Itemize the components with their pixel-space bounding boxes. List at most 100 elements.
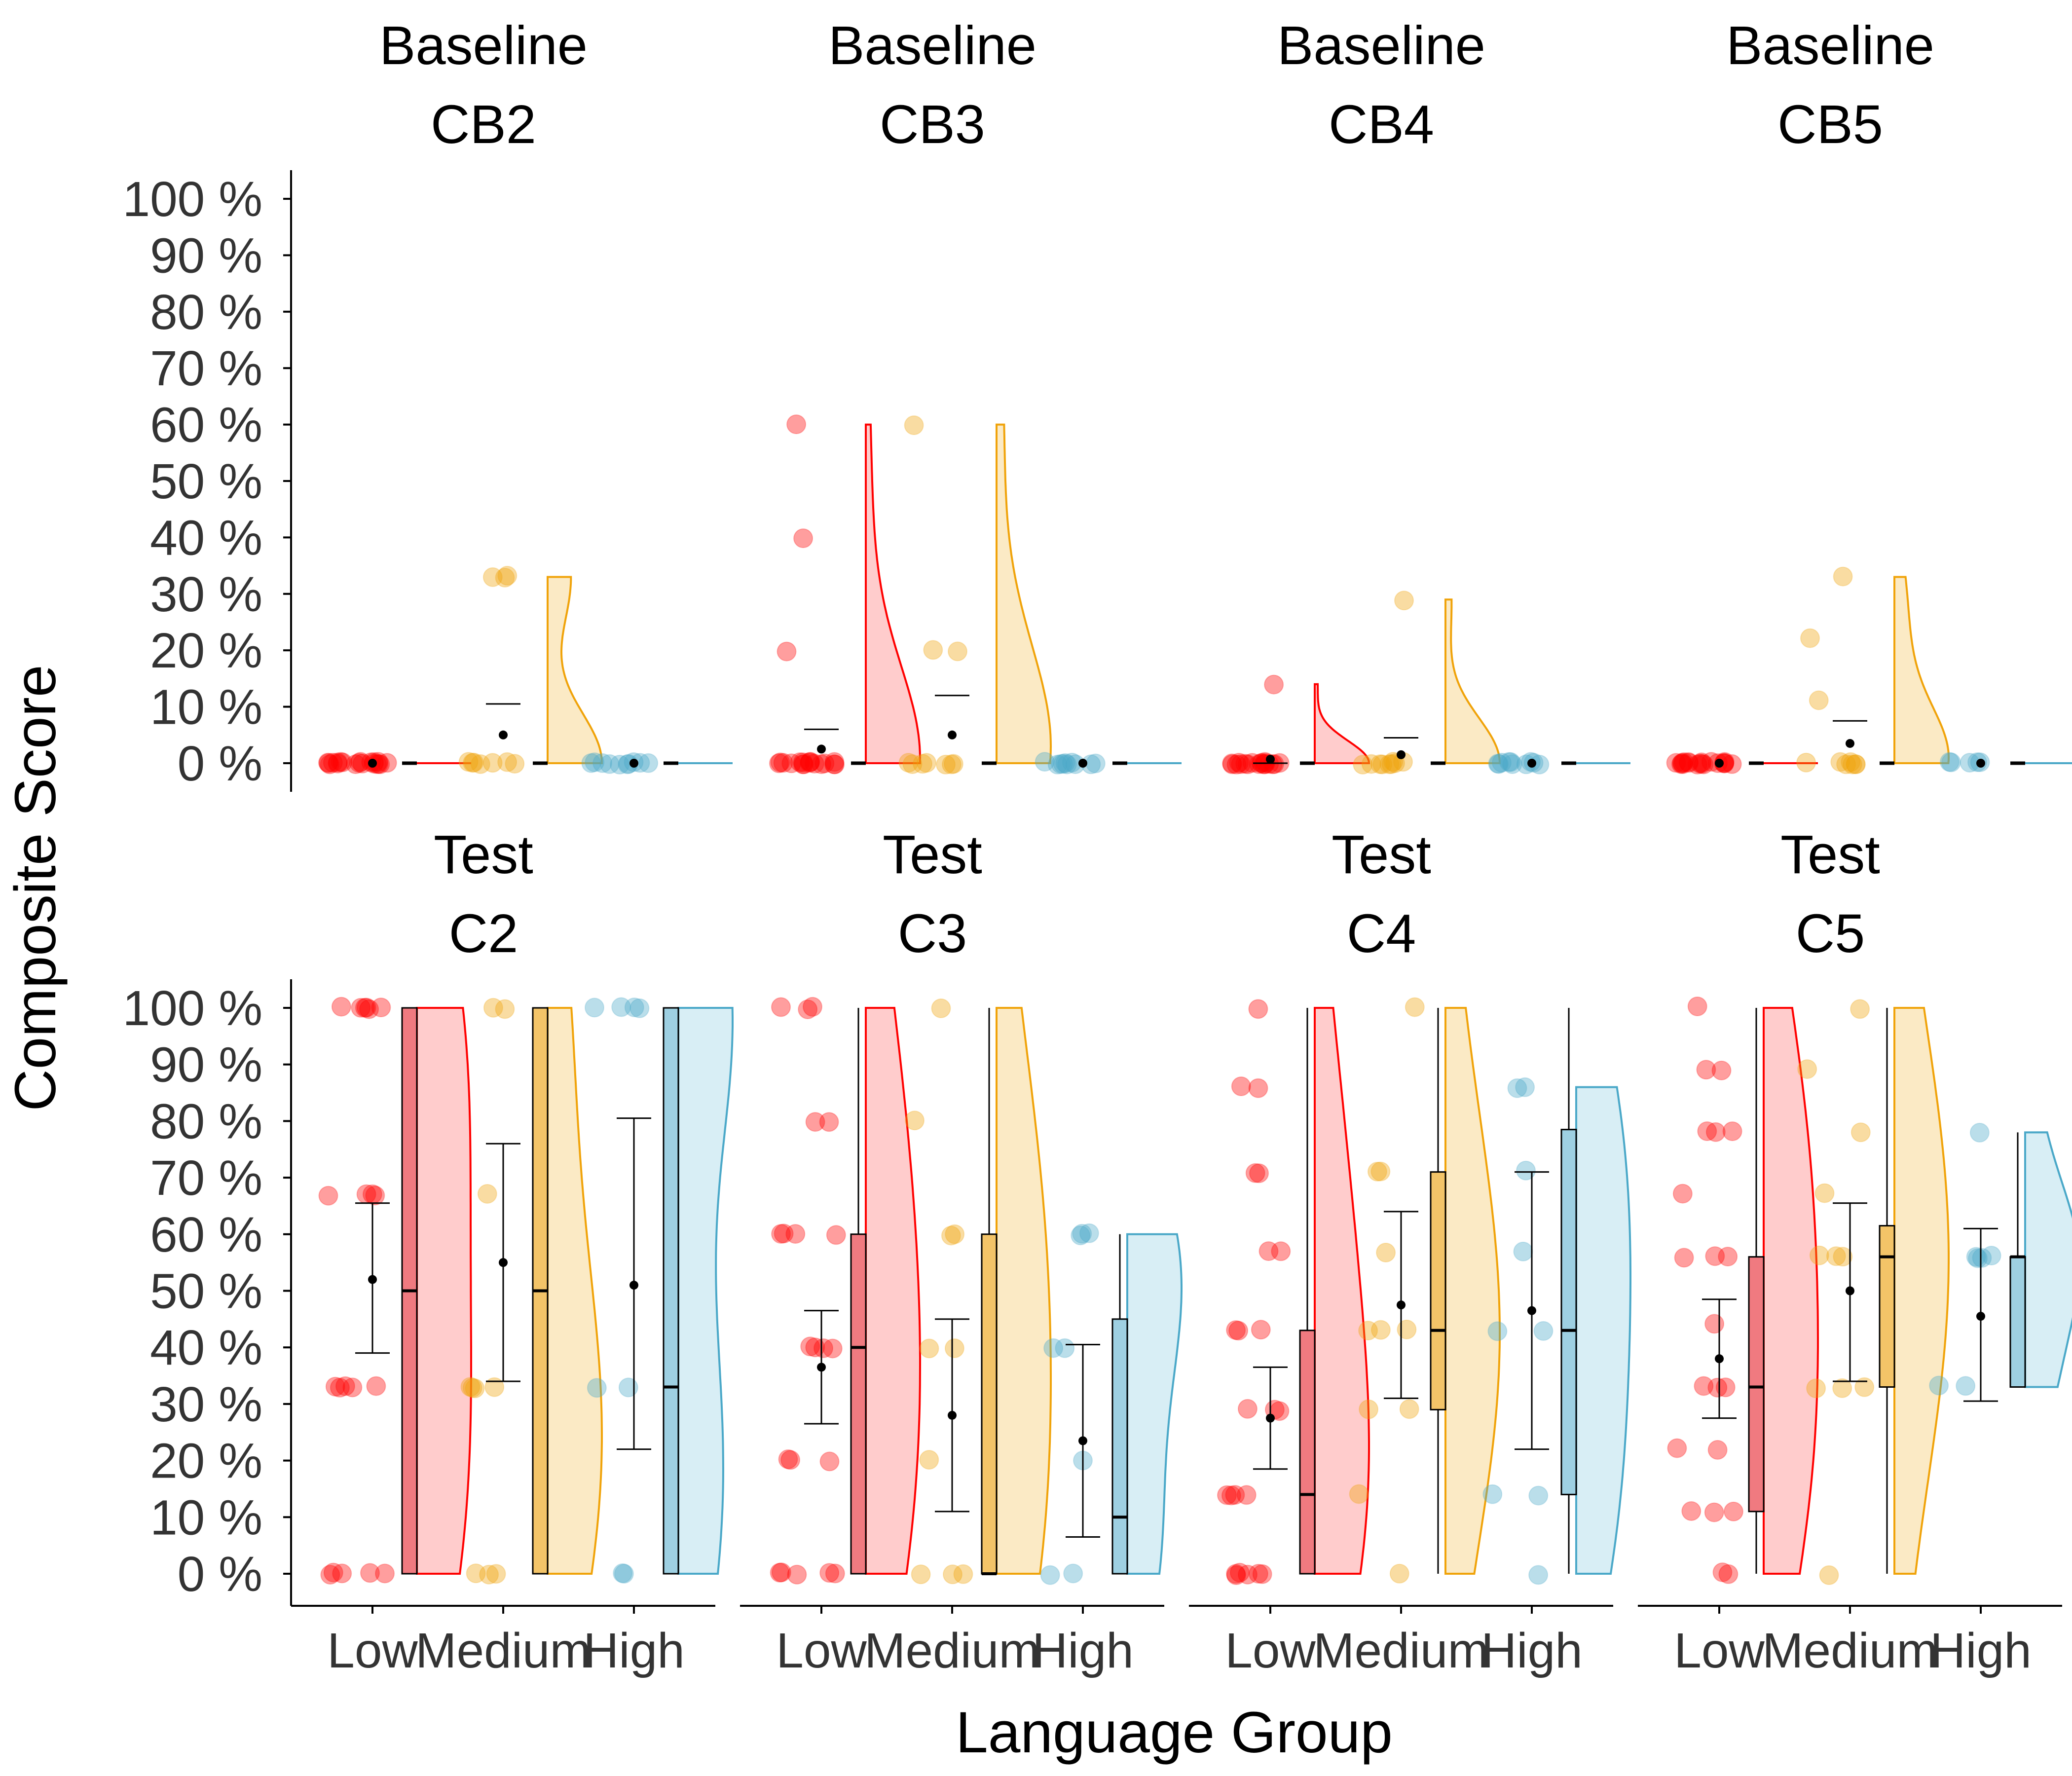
data-point [611,997,631,1017]
data-point [1372,754,1393,775]
x-tick-label: Medium [864,1623,1040,1678]
data-point [1712,1562,1733,1583]
x-tick-label: High [1481,1623,1583,1678]
data-point [1229,752,1249,773]
data-point [581,753,601,773]
data-point [1797,1059,1817,1079]
data-point [1832,1378,1852,1398]
x-axis-title: Language Group [956,1700,1393,1765]
violin-cloud [677,1007,734,1575]
box-iqr [2009,1256,2026,1388]
data-point [1488,753,1508,774]
data-point [1085,753,1106,774]
group-medium [898,415,1052,775]
data-point [328,752,348,773]
data-point [460,1377,481,1397]
data-point [948,641,967,662]
data-point [1833,1247,1853,1267]
data-point [798,999,818,1019]
data-point [497,752,518,772]
data-point [1678,752,1699,772]
x-tick-label: Low [327,1623,418,1678]
x-tick-label: Medium [1313,1623,1489,1678]
y-tick-label: 40 % [150,510,262,565]
data-point [1482,1484,1503,1504]
panel-baseline-cb3: Baseline CB3 [769,15,1182,775]
mean-point [368,759,377,768]
data-point [770,1562,790,1583]
data-point [800,752,820,772]
data-point [366,1376,386,1396]
data-point [638,753,659,773]
data-point [1491,752,1512,773]
data-point [1057,754,1077,775]
data-point [800,1336,820,1357]
violin-cloud [1314,683,1370,764]
data-point [479,1564,499,1585]
data-point [919,1450,939,1470]
data-point [943,754,963,774]
data-point [1238,1564,1258,1585]
data-point [1513,1241,1533,1261]
group-medium [905,998,1052,1585]
violin-cloud [1575,1086,1631,1575]
data-point [1722,1121,1742,1142]
panel-title-line1: Baseline [1726,15,1934,76]
data-point [465,1378,485,1399]
data-point [1489,754,1509,774]
data-point [944,1338,964,1358]
y-tick-label: 90 % [150,228,262,283]
panel-title-line2: CB5 [1777,94,1883,155]
x-tick-label: High [1930,1623,2032,1678]
y-axis-title: Composite Score [3,665,68,1111]
y-tick-label: 30 % [150,567,262,622]
data-point [587,1378,607,1398]
group-low [1222,674,1370,775]
data-point [1055,753,1075,773]
data-point [1043,1338,1064,1358]
data-point [911,1564,931,1585]
mean-point [1527,1306,1536,1315]
y-tick-label: 70 % [150,341,262,396]
data-point [1833,566,1853,587]
panel-title-line2: C5 [1796,903,1865,964]
data-point [1809,690,1829,710]
y-tick-label: 10 % [150,680,262,735]
data-point [1715,1377,1736,1398]
data-point [1846,754,1866,775]
y-tick-label: 80 % [150,285,262,340]
mean-point [499,1258,508,1267]
data-point [1842,754,1862,775]
data-point [1515,1077,1535,1097]
data-point [769,753,789,774]
panel-baseline-cb2: Baseline CB2 0 %10 %20 %30 %40 %50 %60 %70… [122,15,733,792]
data-point [371,998,391,1018]
data-point [318,752,338,773]
data-point [618,1377,638,1398]
mean-point [499,730,508,740]
mean-point [1078,1436,1087,1445]
data-point [1672,753,1692,773]
violin-cloud [1314,1007,1370,1575]
data-point [953,1564,973,1584]
data-point [1674,1248,1694,1268]
data-point [1397,1319,1417,1339]
data-point [1349,1484,1369,1504]
data-point [1071,1225,1091,1246]
data-point [599,754,620,774]
data-point [375,1563,395,1584]
violin-cloud [996,423,1052,764]
panel-title-line2: C2 [449,903,518,964]
data-point [805,754,824,774]
data-point [1836,754,1856,775]
data-point [814,753,835,774]
violin-cloud [1763,1007,1819,1575]
data-point [1704,1502,1724,1522]
data-point [613,1563,633,1583]
data-point [1370,1161,1391,1182]
mean-point [629,759,638,768]
data-point [1228,1321,1249,1341]
data-point [770,752,790,773]
data-point [800,753,820,773]
data-point [1389,1563,1409,1584]
